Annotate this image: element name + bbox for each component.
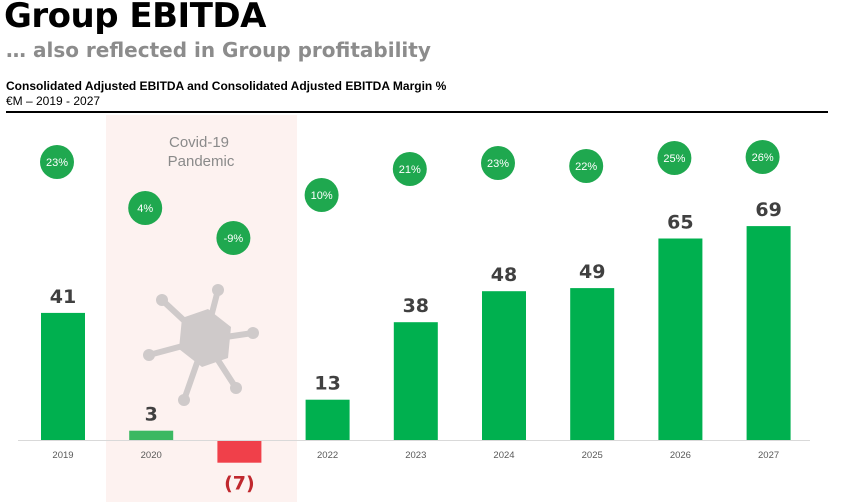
covid-band	[106, 115, 297, 502]
chart-title: Consolidated Adjusted EBITDA and Consoli…	[6, 79, 447, 93]
value-label-2024: 48	[491, 264, 517, 286]
margin-label-2020: 4%	[137, 203, 153, 215]
virus-icon	[143, 284, 259, 406]
value-label-2025: 49	[579, 261, 605, 283]
bar-2021	[217, 441, 262, 463]
bar-2019	[41, 312, 85, 440]
x-tick-label: 2019	[52, 450, 73, 461]
margin-circle-2024	[481, 146, 515, 180]
x-tick-label: 2022	[317, 450, 338, 461]
margin-circle-2022	[304, 178, 339, 212]
x-tick-label: 2027	[758, 450, 779, 461]
margin-label-2027: 26%	[752, 152, 774, 164]
value-label-2020: 3	[145, 404, 158, 426]
value-label-2026: 65	[667, 212, 693, 234]
value-label-2019: 41	[50, 286, 76, 308]
margin-circle-2023	[392, 152, 427, 186]
bar-2023	[393, 322, 438, 440]
bar-2022	[305, 399, 350, 440]
title-divider	[6, 111, 828, 113]
margin-label-2026: 25%	[663, 153, 685, 165]
chart-unit: €M – 2019 - 2027	[6, 94, 101, 108]
page-subtitle: … also reflected in Group profitability	[6, 38, 431, 62]
margin-circle-2020	[128, 191, 163, 225]
margin-label-2024: 23%	[487, 158, 509, 170]
bar-2026	[658, 238, 703, 440]
margin-label-2022: 10%	[311, 190, 333, 202]
x-tick-label: 2023	[405, 450, 426, 461]
bar-2020	[129, 430, 174, 440]
page-title: Group EBITDA	[4, 0, 266, 36]
margin-label-2023: 21%	[399, 164, 421, 176]
bar-2027	[746, 226, 791, 440]
covid-annotation-line2: Pandemic	[168, 153, 235, 170]
margin-circle-2026	[657, 141, 692, 175]
x-tick-label: 2020	[141, 450, 162, 461]
value-label-2027: 69	[755, 199, 781, 221]
x-tick-label: 2024	[493, 450, 514, 461]
covid-annotation-line1: Covid-19	[169, 134, 229, 151]
value-label-2022: 13	[314, 373, 340, 395]
margin-label-2019: 23%	[46, 157, 68, 169]
value-label-2021: (7)	[224, 473, 255, 495]
margin-circle-2021	[216, 221, 251, 255]
margin-circle-2019	[40, 145, 74, 179]
margin-label-2021: -9%	[224, 233, 244, 245]
margin-label-2025: 22%	[575, 161, 597, 173]
x-tick-label: 2026	[670, 450, 691, 461]
margin-circle-2025	[569, 149, 604, 183]
margin-circle-2027	[745, 140, 780, 174]
bar-2025	[570, 288, 615, 440]
x-tick-label: 2025	[582, 450, 603, 461]
bar-2024	[482, 291, 526, 440]
value-label-2023: 38	[403, 295, 429, 317]
